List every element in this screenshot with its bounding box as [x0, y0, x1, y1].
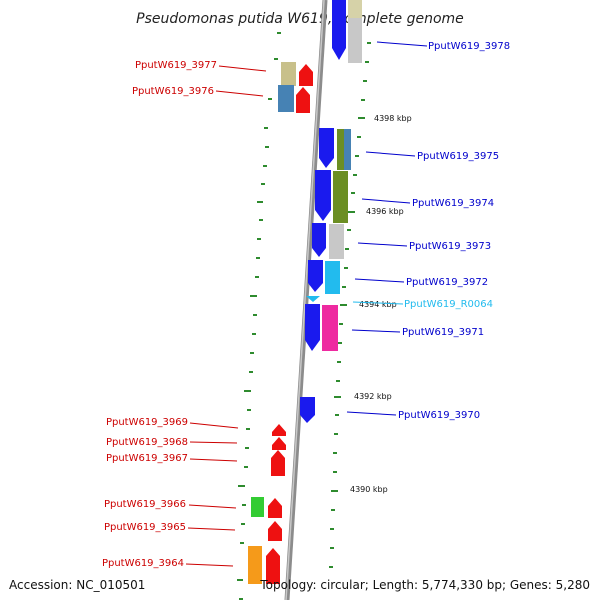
gene-label-3968[interactable]: PputW619_3968: [106, 437, 188, 448]
gene-label-3965[interactable]: PputW619_3965: [104, 522, 186, 533]
gene-3972-category: [325, 261, 340, 294]
gene-3977-category: [281, 62, 296, 86]
gene-3973-category: [329, 224, 344, 259]
gene-label-3967[interactable]: PputW619_3967: [106, 453, 188, 464]
gene-3967-arrow: [271, 450, 285, 476]
gene-3974-category: [333, 171, 348, 223]
gene-3974-arrow: [315, 170, 331, 221]
kbp-label-4390: 4390 kbp: [350, 485, 388, 494]
forward-label-connectors: [346, 41, 428, 416]
rna-r0064-arrow: [306, 296, 320, 302]
gene-3965-arrow: [268, 521, 282, 541]
gene-3968-arrow: [272, 437, 286, 450]
gene-3976-category: [278, 85, 294, 112]
gene-label-3972[interactable]: PputW619_3972: [406, 277, 488, 288]
gene-3964-arrow: [266, 548, 280, 584]
gene-3966-arrow: [268, 498, 282, 518]
accession-text: Accession: NC_010501: [9, 578, 146, 592]
gene-label-3969[interactable]: PputW619_3969: [106, 417, 188, 428]
gene-label-3976[interactable]: PputW619_3976: [132, 86, 214, 97]
reverse-strand-genes: [248, 62, 313, 584]
gene-label-3971[interactable]: PputW619_3971: [402, 327, 484, 338]
gene-label-3966[interactable]: PputW619_3966: [104, 499, 186, 510]
gene-3969-arrow: [272, 424, 286, 436]
gene-label-3973[interactable]: PputW619_3973: [409, 241, 491, 252]
genome-backbone: [284, 0, 328, 600]
inner-track-ticks: [237, 32, 281, 600]
kbp-label-4398: 4398 kbp: [374, 114, 412, 123]
gene-label-r0064[interactable]: PputW619_R0064: [404, 299, 493, 310]
gene-3973-arrow: [312, 223, 326, 257]
gene-3966-category: [251, 497, 264, 517]
gene-3972-arrow: [308, 260, 323, 292]
gene-3977-arrow: [299, 64, 313, 86]
genome-summary-text: Topology: circular; Length: 5,774,330 bp…: [260, 578, 590, 592]
kbp-label-4396: 4396 kbp: [366, 207, 404, 216]
gene-3976-arrow: [296, 87, 310, 113]
map-title: Pseudomonas putida W619, complete genome: [136, 11, 464, 27]
gene-label-3978[interactable]: PputW619_3978: [428, 41, 510, 52]
reverse-label-connectors: [185, 65, 267, 567]
gene-3964-category: [248, 546, 262, 584]
kbp-label-4392: 4392 kbp: [354, 392, 392, 401]
gene-label-3964[interactable]: PputW619_3964: [102, 558, 184, 569]
forward-strand-genes: [300, 0, 362, 423]
gene-3970-arrow: [300, 397, 315, 423]
kbp-label-4394: 4394 kbp: [359, 300, 397, 309]
gene-3975-cat-a: [337, 129, 344, 170]
gene-label-3975[interactable]: PputW619_3975: [417, 151, 499, 162]
gene-3979-category: [348, 0, 362, 18]
gene-3975-cat-b: [344, 129, 351, 170]
gene-label-3977[interactable]: PputW619_3977: [135, 60, 217, 71]
outer-track-ticks: [329, 42, 371, 568]
gene-label-3970[interactable]: PputW619_3970: [398, 410, 480, 421]
gene-3971-category: [322, 305, 338, 351]
gene-label-3974[interactable]: PputW619_3974: [412, 198, 494, 209]
gene-3978-arrow: [332, 0, 346, 60]
gene-3971-arrow: [305, 304, 320, 351]
backbone-highlight: [285, 0, 325, 600]
gene-3975-arrow: [319, 128, 334, 168]
